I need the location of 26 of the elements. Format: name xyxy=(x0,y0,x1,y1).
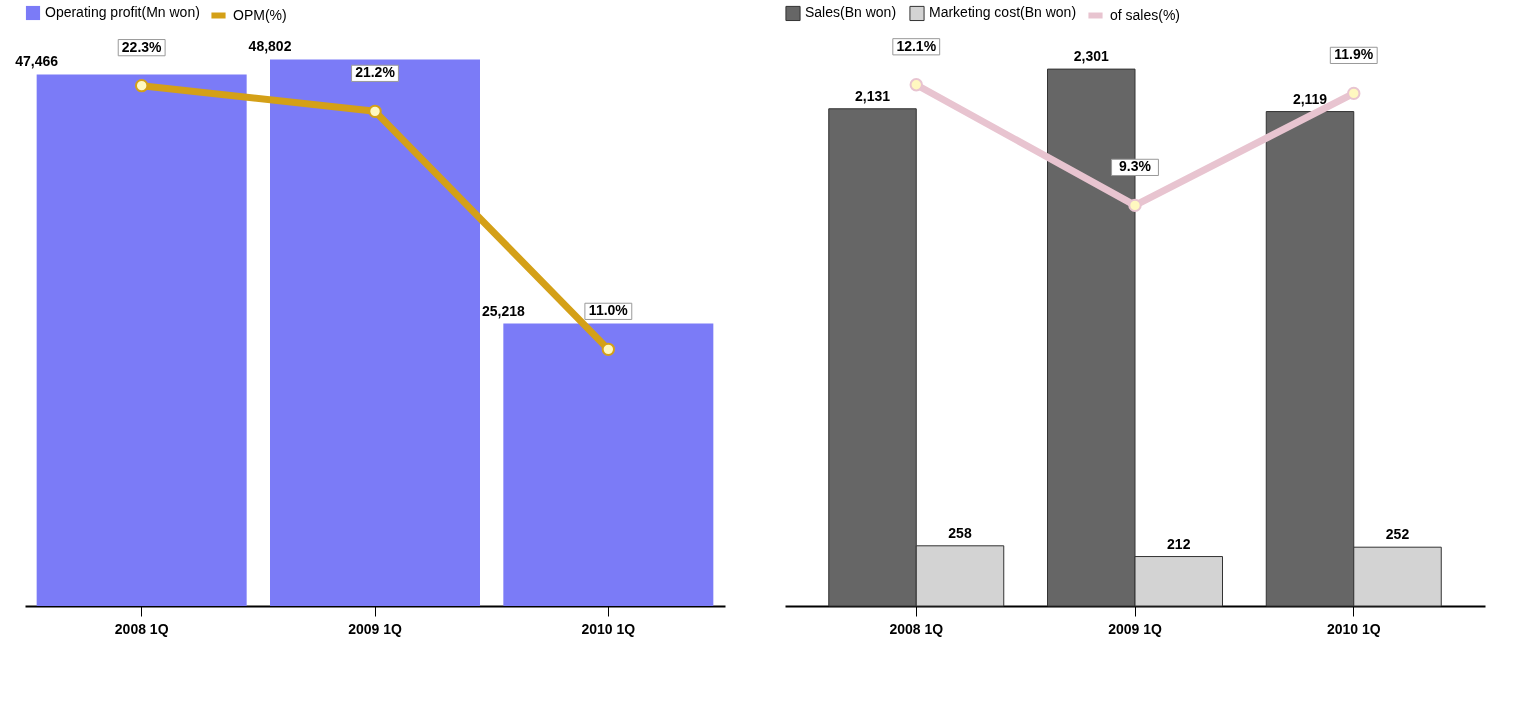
legend-label: OPM(%) xyxy=(233,6,287,23)
x-tick-label: 2009 1Q xyxy=(1108,620,1162,637)
data-label: 212 xyxy=(1167,535,1191,552)
data-label: 252 xyxy=(1385,526,1410,543)
data-label: 2,119 xyxy=(1292,90,1328,107)
data-label: 9.3% xyxy=(1119,158,1152,175)
x-tick-label: 2009 1Q xyxy=(348,620,402,637)
data-label: 48,802 xyxy=(248,38,292,55)
x-tick-label: 2008 1Q xyxy=(889,620,944,637)
legend-label: Sales(Bn won) xyxy=(805,4,897,21)
data-label: 12.1% xyxy=(896,37,937,54)
legend-label: of sales(%) xyxy=(1110,6,1181,23)
data-label: 22.3% xyxy=(121,38,163,55)
x-tick-label: 2008 1Q xyxy=(114,620,169,637)
data-label: 21.2% xyxy=(355,64,396,81)
x-tick-label: 2010 1Q xyxy=(1326,620,1381,637)
legend-label: Marketing cost(Bn won) xyxy=(929,4,1077,21)
data-label: 258 xyxy=(948,524,972,541)
data-label: 25,218 xyxy=(481,302,525,319)
data-label: 11.0% xyxy=(588,302,629,319)
data-label: 2,301 xyxy=(1073,48,1109,65)
legend-label: Operating profit(Mn won) xyxy=(45,4,200,20)
data-label: 11.9% xyxy=(1334,46,1374,63)
data-label: 47,466 xyxy=(15,53,59,70)
data-label: 2,131 xyxy=(854,87,891,104)
x-tick-label: 2010 1Q xyxy=(581,620,636,637)
